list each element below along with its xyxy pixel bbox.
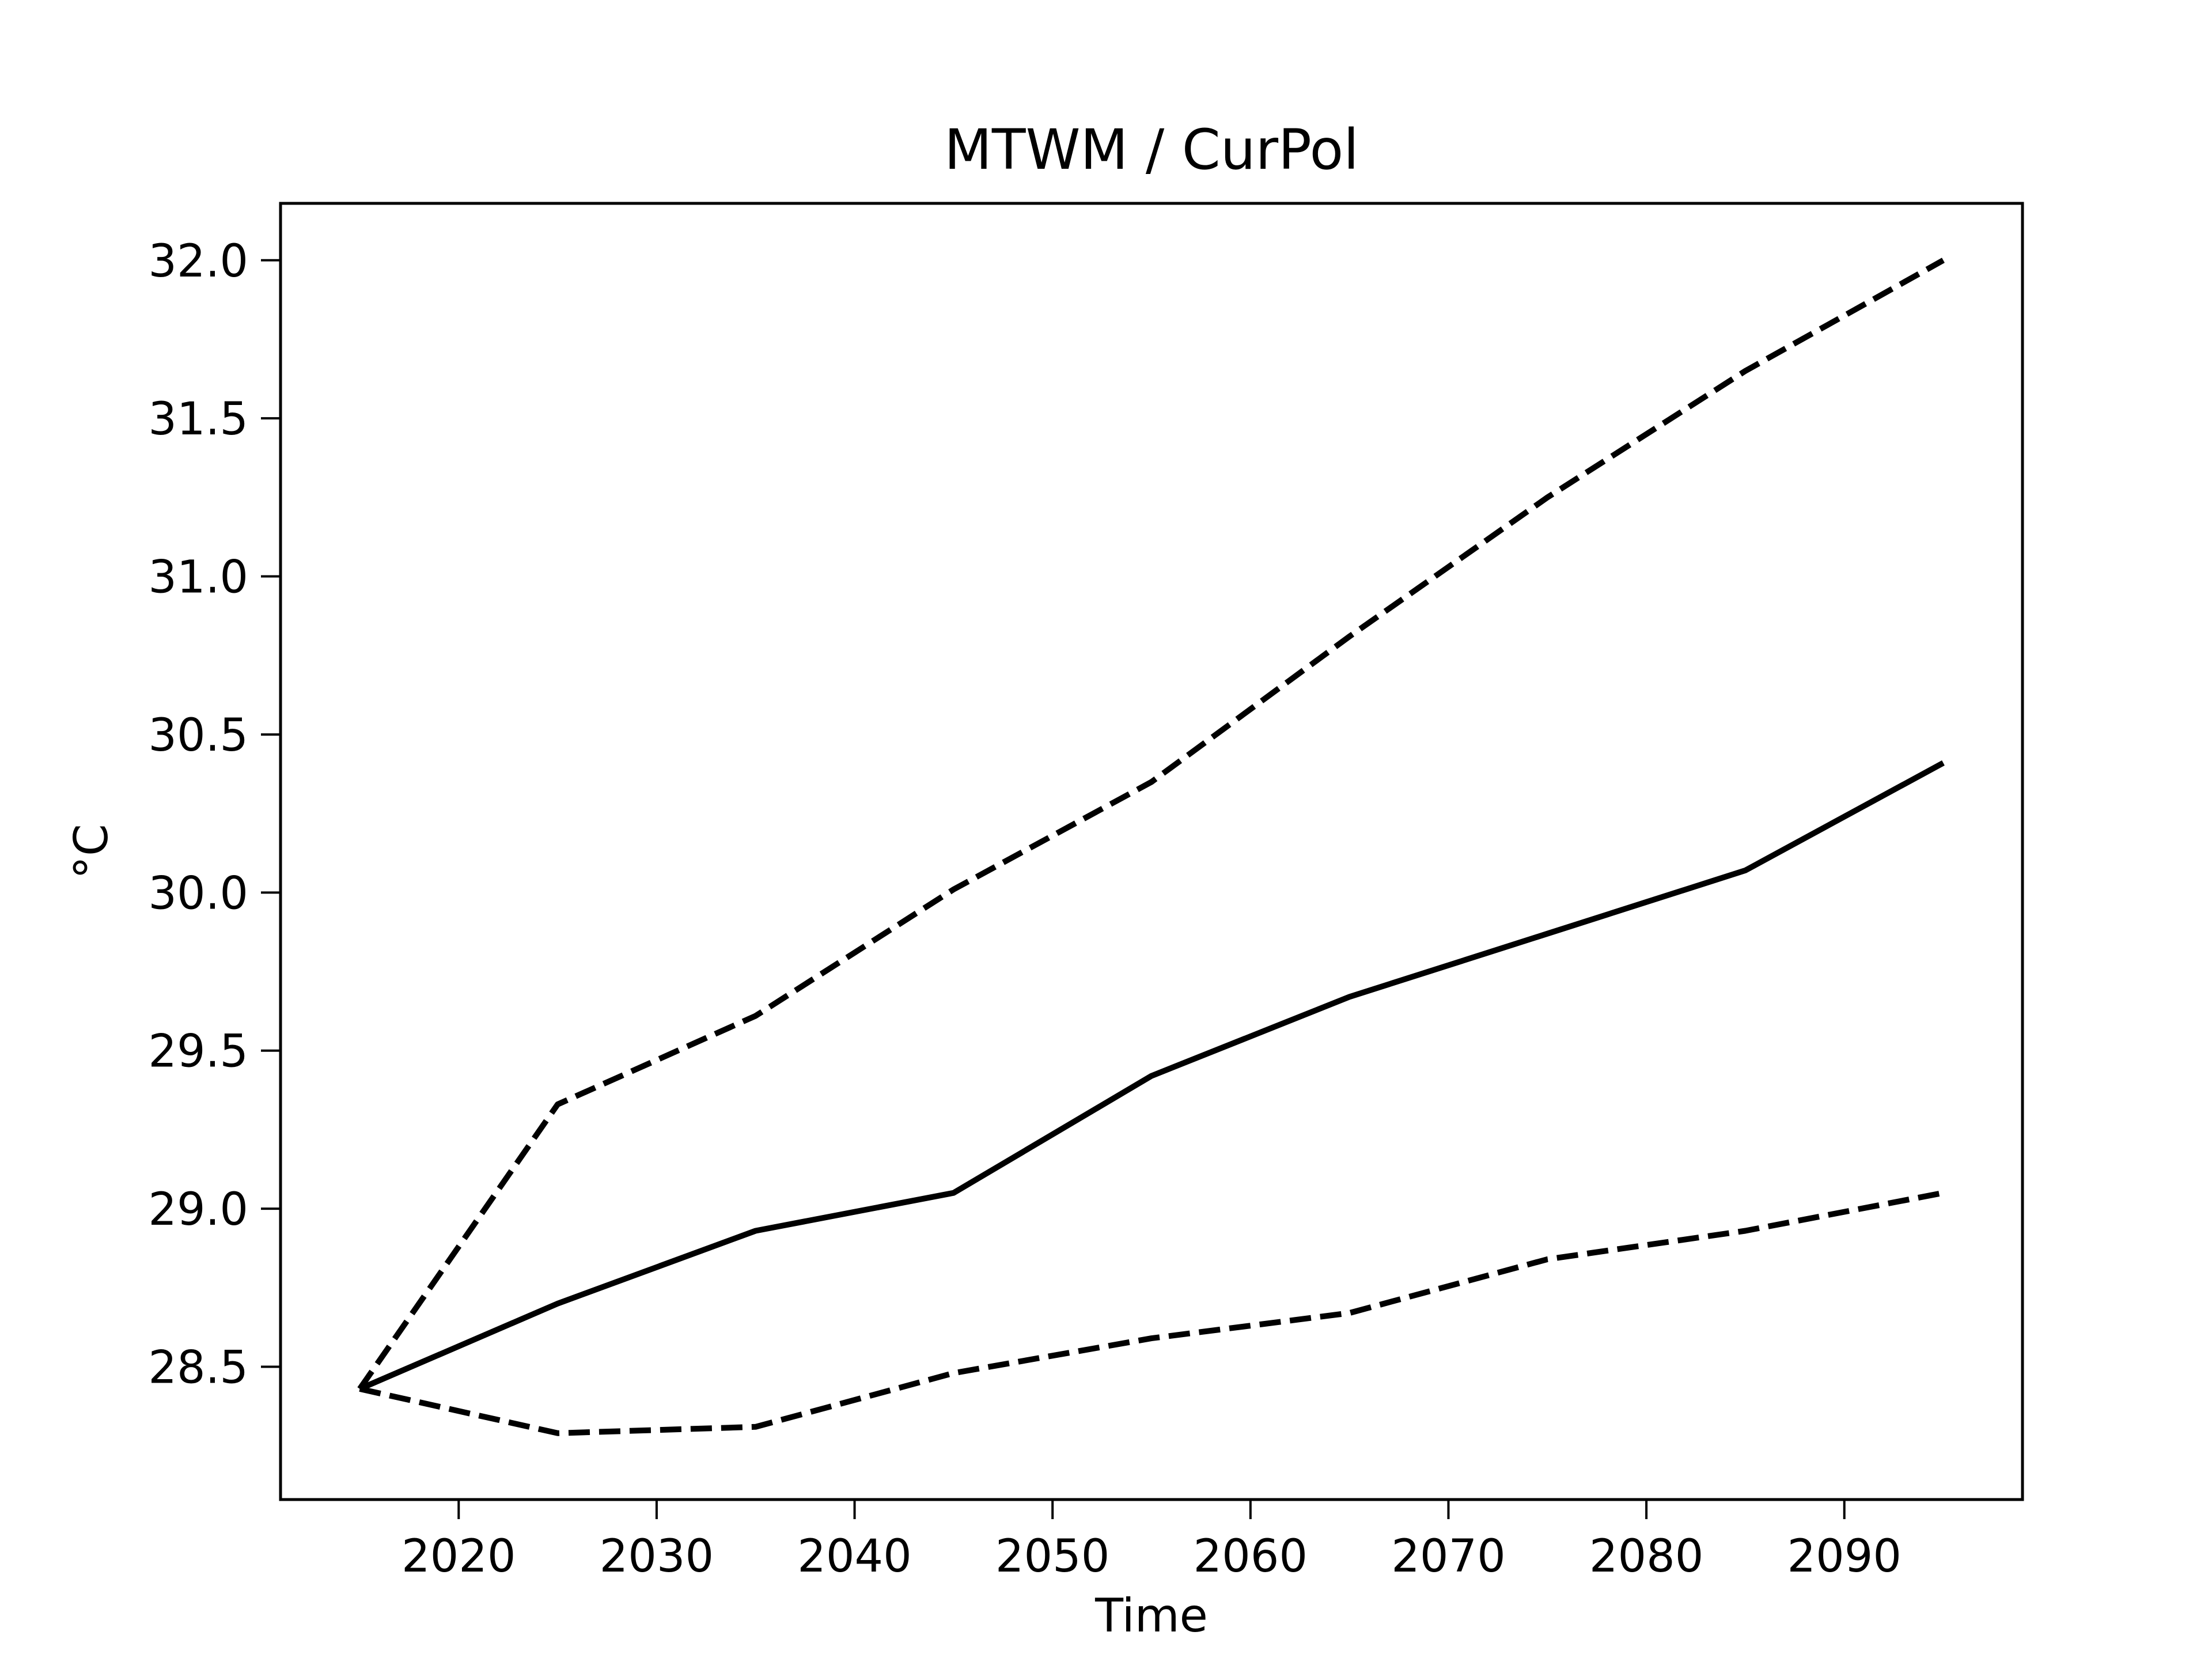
- series-line-2: [358, 760, 1945, 1392]
- chart-title: MTWM / CurPol: [944, 118, 1359, 182]
- y-tick-label: 31.5: [148, 393, 248, 445]
- plot-frame: [279, 202, 2024, 1501]
- x-tick-label: 2040: [797, 1531, 912, 1583]
- x-tick-label: 2060: [1194, 1531, 1308, 1583]
- y-tick-label: 32.0: [148, 236, 248, 287]
- y-tick-label: 30.0: [148, 868, 248, 919]
- x-tick-label: 2050: [995, 1531, 1110, 1583]
- plot-area: [357, 258, 1945, 1436]
- x-tick-label: 2080: [1589, 1531, 1704, 1583]
- y-tick-label: 31.0: [148, 552, 248, 604]
- x-axis-label: Time: [1094, 1589, 1208, 1642]
- series-line-3: [359, 1190, 1944, 1436]
- x-tick-label: 2030: [600, 1531, 714, 1583]
- y-axis-label: °C: [65, 824, 118, 879]
- y-tick-label: 28.5: [148, 1342, 248, 1394]
- y-tick-label: 30.5: [148, 710, 248, 762]
- axis-ticks: 2020 2030 2040 2050 2060 2070 2080 2090 28.5 29.0…: [148, 236, 1902, 1583]
- x-tick-label: 2020: [402, 1531, 516, 1583]
- x-tick-label: 2070: [1391, 1531, 1506, 1583]
- y-tick-label: 29.0: [148, 1184, 248, 1236]
- y-tick-label: 29.5: [148, 1026, 248, 1078]
- series-line-1: [357, 258, 1945, 1391]
- x-tick-label: 2090: [1787, 1531, 1902, 1583]
